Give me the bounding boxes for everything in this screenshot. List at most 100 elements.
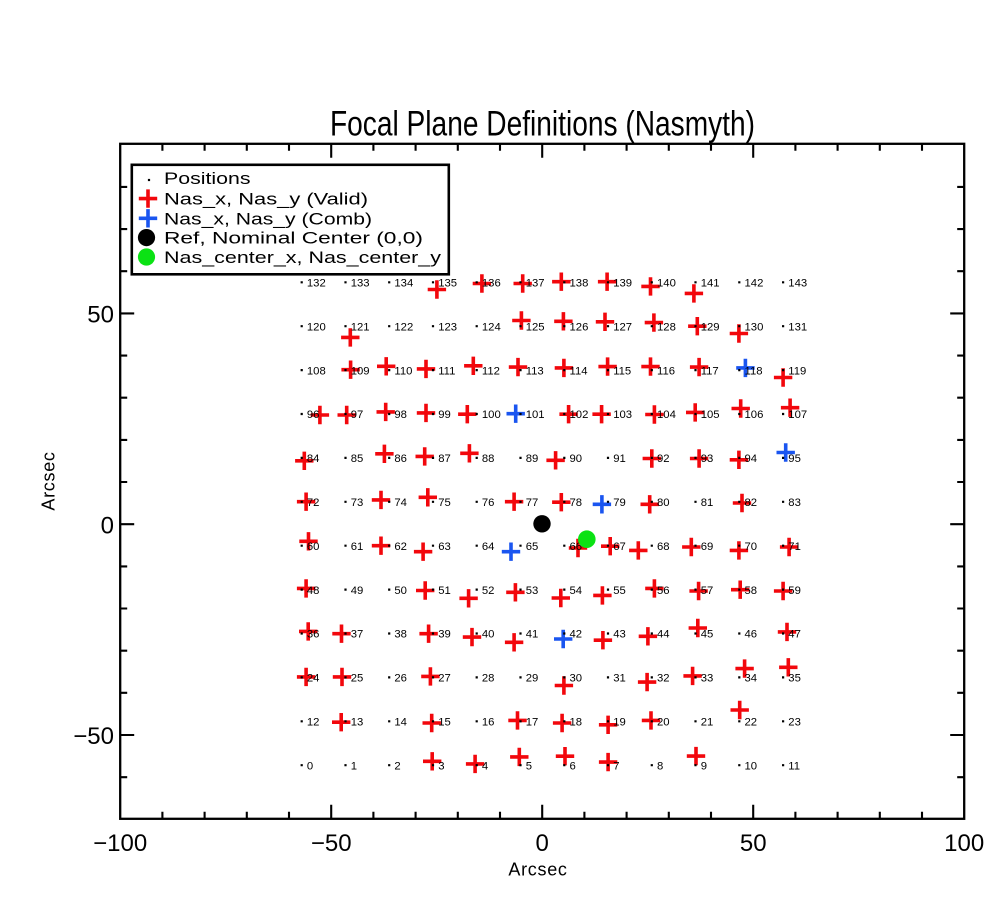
svg-text:42: 42 xyxy=(570,629,583,641)
svg-text:116: 116 xyxy=(657,365,675,377)
svg-text:103: 103 xyxy=(613,409,632,421)
svg-text:101: 101 xyxy=(526,409,545,421)
svg-text:140: 140 xyxy=(657,278,676,290)
svg-text:118: 118 xyxy=(745,365,763,377)
svg-text:141: 141 xyxy=(701,278,720,290)
svg-text:55: 55 xyxy=(613,585,626,597)
svg-text:71: 71 xyxy=(788,541,801,553)
svg-text:75: 75 xyxy=(438,497,451,509)
svg-text:−50: −50 xyxy=(311,830,352,857)
svg-text:21: 21 xyxy=(701,717,714,729)
svg-text:113: 113 xyxy=(526,365,544,377)
svg-text:38: 38 xyxy=(394,629,407,641)
svg-text:137: 137 xyxy=(526,278,545,290)
svg-text:120: 120 xyxy=(307,321,326,333)
svg-text:22: 22 xyxy=(745,717,758,729)
svg-text:133: 133 xyxy=(351,278,370,290)
svg-text:20: 20 xyxy=(657,717,670,729)
svg-text:126: 126 xyxy=(570,321,589,333)
svg-text:124: 124 xyxy=(482,321,501,333)
svg-text:Nas_x, Nas_y (Valid): Nas_x, Nas_y (Valid) xyxy=(164,191,368,209)
svg-text:57: 57 xyxy=(701,585,714,597)
svg-text:1: 1 xyxy=(351,760,357,772)
svg-text:39: 39 xyxy=(438,629,451,641)
svg-text:60: 60 xyxy=(307,541,320,553)
svg-text:104: 104 xyxy=(657,409,676,421)
svg-text:49: 49 xyxy=(351,585,364,597)
svg-text:119: 119 xyxy=(788,365,806,377)
svg-text:32: 32 xyxy=(657,673,670,685)
svg-text:0: 0 xyxy=(101,512,114,539)
svg-text:102: 102 xyxy=(570,409,589,421)
svg-text:100: 100 xyxy=(482,409,501,421)
svg-text:128: 128 xyxy=(657,321,676,333)
svg-text:62: 62 xyxy=(394,541,407,553)
svg-text:130: 130 xyxy=(745,321,764,333)
svg-text:46: 46 xyxy=(745,629,758,641)
svg-text:19: 19 xyxy=(613,717,626,729)
svg-text:91: 91 xyxy=(613,453,626,465)
svg-text:123: 123 xyxy=(438,321,457,333)
svg-text:4: 4 xyxy=(482,760,488,772)
svg-text:12: 12 xyxy=(307,717,320,729)
svg-text:107: 107 xyxy=(788,409,807,421)
svg-text:100: 100 xyxy=(944,830,984,857)
svg-text:79: 79 xyxy=(613,497,626,509)
svg-text:65: 65 xyxy=(526,541,539,553)
svg-text:108: 108 xyxy=(307,365,326,377)
svg-text:139: 139 xyxy=(613,278,632,290)
svg-text:80: 80 xyxy=(657,497,670,509)
svg-text:135: 135 xyxy=(438,278,457,290)
svg-text:34: 34 xyxy=(745,673,758,685)
svg-text:99: 99 xyxy=(438,409,451,421)
svg-text:40: 40 xyxy=(482,629,495,641)
svg-text:122: 122 xyxy=(394,321,413,333)
svg-text:17: 17 xyxy=(526,717,539,729)
svg-text:Arcsec: Arcsec xyxy=(508,860,567,880)
svg-text:58: 58 xyxy=(745,585,758,597)
svg-text:51: 51 xyxy=(438,585,451,597)
svg-text:61: 61 xyxy=(351,541,364,553)
svg-text:Focal Plane Definitions (Nasmy: Focal Plane Definitions (Nasmyth) xyxy=(330,105,755,144)
svg-text:7: 7 xyxy=(613,760,619,772)
svg-text:0: 0 xyxy=(536,830,549,857)
svg-text:10: 10 xyxy=(745,760,758,772)
svg-text:112: 112 xyxy=(482,365,500,377)
svg-text:89: 89 xyxy=(526,453,539,465)
svg-text:69: 69 xyxy=(701,541,714,553)
svg-text:90: 90 xyxy=(570,453,583,465)
svg-text:64: 64 xyxy=(482,541,495,553)
svg-text:43: 43 xyxy=(613,629,626,641)
svg-text:3: 3 xyxy=(438,760,444,772)
svg-text:88: 88 xyxy=(482,453,495,465)
svg-text:45: 45 xyxy=(701,629,714,641)
svg-text:16: 16 xyxy=(482,717,495,729)
svg-text:50: 50 xyxy=(87,302,114,329)
svg-text:18: 18 xyxy=(570,717,583,729)
svg-text:0: 0 xyxy=(307,760,313,772)
svg-text:76: 76 xyxy=(482,497,495,509)
svg-text:28: 28 xyxy=(482,673,495,685)
svg-text:78: 78 xyxy=(570,497,583,509)
svg-text:131: 131 xyxy=(788,321,807,333)
svg-text:14: 14 xyxy=(394,717,407,729)
svg-text:37: 37 xyxy=(351,629,364,641)
svg-text:−50: −50 xyxy=(73,723,114,750)
svg-text:35: 35 xyxy=(788,673,801,685)
svg-text:9: 9 xyxy=(701,760,707,772)
svg-text:77: 77 xyxy=(526,497,539,509)
svg-text:Ref, Nominal Center (0,0): Ref, Nominal Center (0,0) xyxy=(164,230,423,248)
svg-text:97: 97 xyxy=(351,409,364,421)
svg-text:33: 33 xyxy=(701,673,714,685)
svg-text:111: 111 xyxy=(438,365,455,377)
svg-text:115: 115 xyxy=(613,365,631,377)
svg-text:93: 93 xyxy=(701,453,714,465)
svg-text:−100: −100 xyxy=(93,830,147,857)
svg-text:138: 138 xyxy=(570,278,589,290)
svg-text:54: 54 xyxy=(570,585,583,597)
svg-text:Positions: Positions xyxy=(164,170,251,188)
svg-text:95: 95 xyxy=(788,453,801,465)
svg-text:129: 129 xyxy=(701,321,720,333)
svg-text:73: 73 xyxy=(351,497,364,509)
svg-text:117: 117 xyxy=(701,365,719,377)
